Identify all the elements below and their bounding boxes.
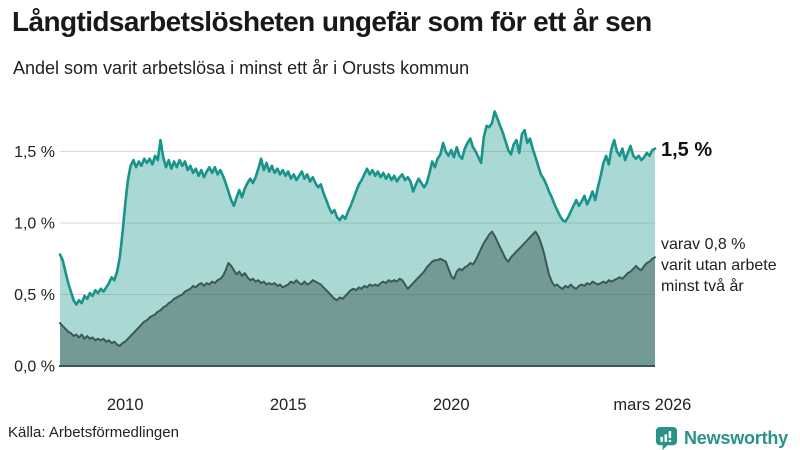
newsworthy-speech-bubble-bar-chart-icon — [655, 426, 678, 450]
svg-text:1,0 %: 1,0 % — [14, 216, 55, 233]
svg-text:0,0 %: 0,0 % — [14, 359, 55, 376]
page-title: Långtidsarbetslösheten ungefär som för e… — [12, 6, 652, 37]
svg-text:2020: 2020 — [433, 396, 470, 414]
annotation-line-1: varav 0,8 % — [661, 236, 746, 253]
newsworthy-wordmark: Newsworthy — [683, 427, 788, 448]
svg-text:mars 2026: mars 2026 — [613, 396, 691, 414]
series-areas — [60, 111, 655, 366]
svg-text:2010: 2010 — [107, 396, 144, 414]
svg-text:1,5 %: 1,5 % — [14, 144, 55, 161]
series-end-value-label: 1,5 % — [661, 139, 713, 161]
annotation-line-3: minst två år — [661, 278, 744, 295]
source-credit: Källa: Arbetsförmedlingen — [8, 424, 179, 441]
newsworthy-logo: Newsworthy — [655, 426, 788, 450]
svg-text:0,5 %: 0,5 % — [14, 287, 55, 304]
svg-text:2015: 2015 — [270, 396, 307, 414]
series2-annotation: varav 0,8 % varit utan arbete minst två … — [661, 234, 777, 297]
page-subtitle: Andel som varit arbetslösa i minst ett å… — [13, 58, 470, 78]
x-axis-labels: 2010 2015 2020 mars 2026 — [107, 396, 692, 414]
annotation-line-2: varit utan arbete — [661, 257, 777, 274]
series-lines — [58, 110, 657, 347]
y-axis-labels: 0,0 % 0,5 % 1,0 % 1,5 % — [14, 144, 55, 376]
